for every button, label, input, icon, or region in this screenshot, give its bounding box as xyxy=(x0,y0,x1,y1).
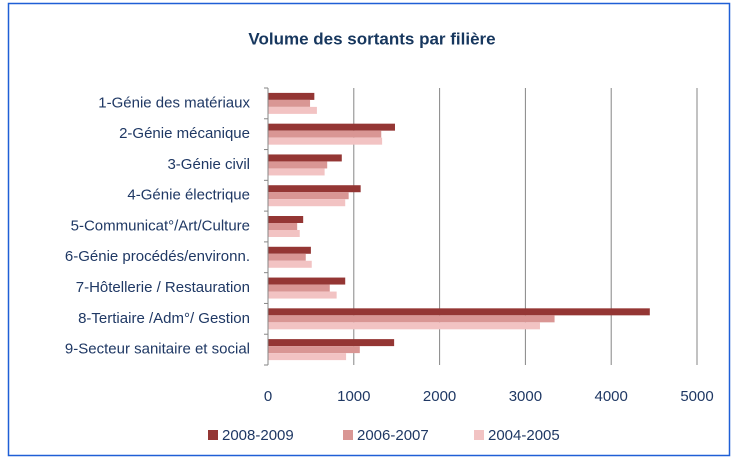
legend-label: 2006-2007 xyxy=(357,427,429,444)
bar xyxy=(268,253,306,261)
bar xyxy=(268,123,395,131)
bar xyxy=(268,106,317,114)
bar xyxy=(268,277,346,285)
bar xyxy=(268,216,304,223)
y-tick-label: 2-Génie mécanique xyxy=(119,125,250,142)
y-tick-label: 5-Communicat°/Art/Culture xyxy=(71,217,250,234)
x-tick-label: 0 xyxy=(264,388,272,405)
x-tick-label: 2000 xyxy=(423,388,456,405)
legend-swatch xyxy=(474,430,484,440)
y-tick-label: 1-Génie des matériaux xyxy=(98,94,250,111)
x-tick-label: 5000 xyxy=(680,388,713,405)
bar xyxy=(268,308,650,316)
bar xyxy=(268,130,382,138)
bar xyxy=(268,353,347,361)
x-tick-label: 3000 xyxy=(509,388,542,405)
y-tick-label: 7-Hôtellerie / Restauration xyxy=(76,279,250,296)
y-tick-label: 8-Tertiaire /Adm°/ Gestion xyxy=(78,310,250,327)
bar xyxy=(268,291,337,299)
y-tick-label: 4-Génie électrique xyxy=(127,187,250,204)
bar xyxy=(268,99,311,107)
x-tick-label: 1000 xyxy=(337,388,370,405)
legend-label: 2008-2009 xyxy=(222,427,294,444)
bar xyxy=(268,192,349,200)
bar xyxy=(268,346,360,354)
bar xyxy=(268,137,383,145)
bar xyxy=(268,315,555,323)
chart-border xyxy=(7,2,731,457)
y-tick-label: 3-Génie civil xyxy=(167,156,250,173)
x-tick-label: 4000 xyxy=(595,388,628,405)
bar xyxy=(268,339,395,347)
bar xyxy=(268,260,312,268)
legend-swatch xyxy=(208,430,218,440)
chart-title: Volume des sortants par filière xyxy=(248,29,495,48)
bar xyxy=(268,246,311,254)
bar xyxy=(268,223,298,230)
legend-label: 2004-2005 xyxy=(488,427,560,444)
y-tick-label: 6-Génie procédés/environn. xyxy=(65,248,250,265)
legend-swatch xyxy=(343,430,353,440)
y-tick-label: 9-Secteur sanitaire et social xyxy=(65,341,250,358)
bar xyxy=(268,154,342,162)
bar xyxy=(268,161,328,169)
bar xyxy=(268,322,540,330)
bar xyxy=(268,199,346,207)
bar xyxy=(268,92,315,100)
bar xyxy=(268,230,300,237)
bar xyxy=(268,168,325,176)
bar xyxy=(268,185,361,193)
bar xyxy=(268,284,330,292)
